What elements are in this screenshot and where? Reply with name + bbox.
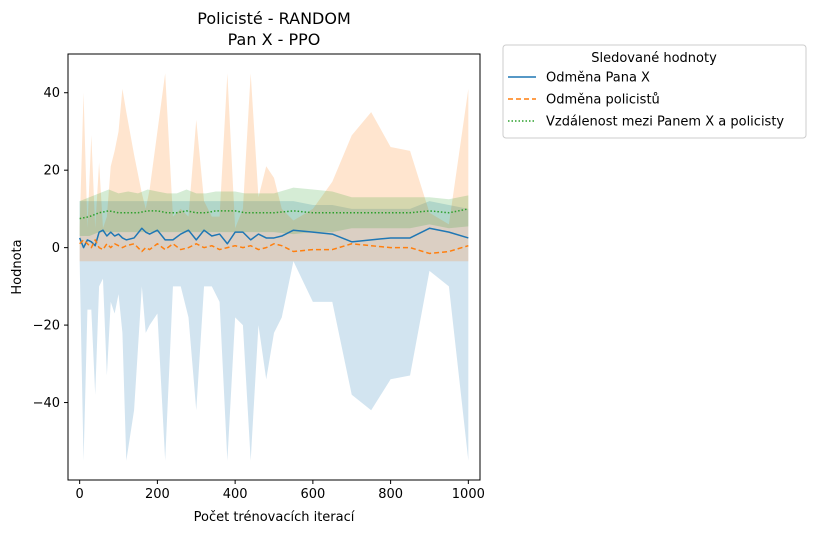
legend-label-1: Odměna Pana X — [546, 71, 650, 86]
chart-subtitle: Pan X - PPO — [228, 30, 321, 49]
series-line-3 — [79, 208, 469, 220]
legend-box — [502, 44, 807, 139]
y-tick-label: 20 — [43, 164, 60, 179]
legend-label-3: Vzdálenost mezi Panem X a policisty — [546, 115, 784, 130]
series-lines — [78, 208, 469, 255]
x-axis: 0 200 400 600 800 1000 — [76, 480, 485, 502]
y-axis-label: Hodnota — [10, 239, 25, 294]
x-tick-label: 1000 — [452, 487, 485, 502]
confidence-band-2 — [79, 73, 469, 262]
x-tick-label: 0 — [76, 487, 84, 502]
series-line-1 — [78, 227, 469, 249]
confidence-bands — [79, 73, 469, 461]
legend: Sledované hodnoty Odměna Pana X Odměna po… — [502, 44, 807, 139]
confidence-band-3 — [79, 187, 469, 237]
x-axis-label: Počet trénovacích iterací — [194, 510, 355, 525]
x-tick-label: 200 — [145, 487, 170, 502]
legend-label-2: Odměna policistů — [546, 93, 660, 108]
confidence-band-1 — [79, 201, 469, 461]
y-tick-label: 0 — [52, 241, 60, 256]
chart-title: Policisté - RANDOM — [197, 9, 351, 28]
legend-entries: Odměna Pana X Odměna policistů Vzdálenost … — [508, 71, 784, 130]
x-tick-label: 800 — [378, 487, 403, 502]
y-tick-label: −20 — [33, 319, 60, 334]
y-tick-label: −40 — [33, 396, 60, 411]
x-tick-label: 400 — [223, 487, 248, 502]
legend-title: Sledované hodnoty — [591, 51, 717, 66]
plot-frame — [67, 53, 481, 481]
y-tick-label: 40 — [43, 86, 60, 101]
x-tick-label: 600 — [300, 487, 325, 502]
plot-area — [67, 53, 481, 481]
y-axis: −40 −20 0 20 40 — [33, 86, 68, 411]
